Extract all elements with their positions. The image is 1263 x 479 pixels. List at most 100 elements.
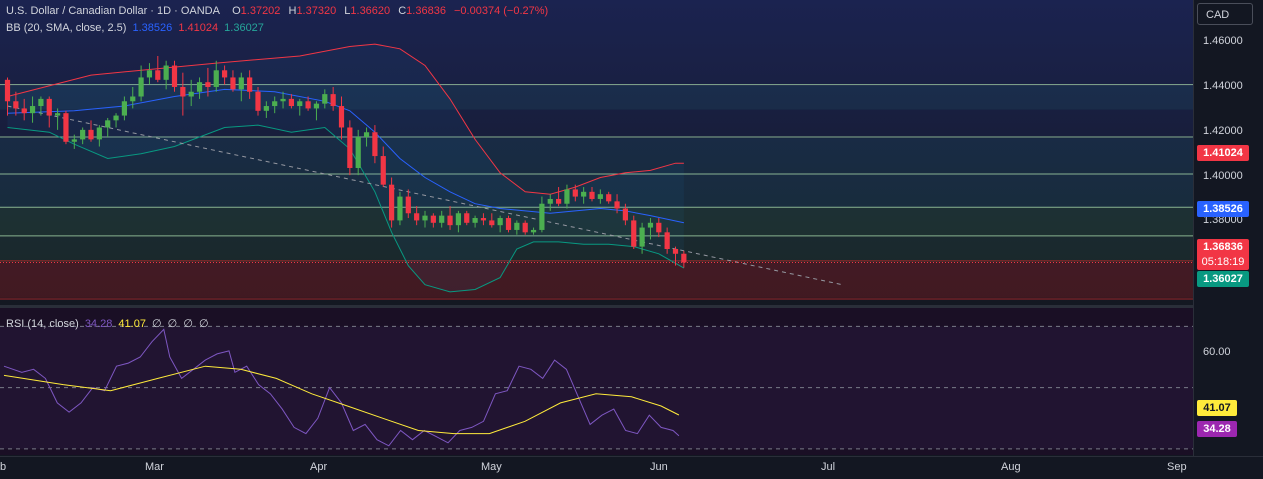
- rsi-tick: 60.00: [1203, 346, 1231, 358]
- candle: [597, 189, 603, 204]
- candle: [422, 210, 428, 228]
- candle: [180, 72, 186, 116]
- candle: [29, 96, 36, 123]
- candle: [430, 213, 436, 228]
- currency-button[interactable]: CAD: [1197, 3, 1253, 25]
- candle-body: [247, 77, 253, 92]
- rsi-ma-tag: 41.07: [1197, 400, 1237, 416]
- symbol-legend[interactable]: U.S. Dollar / Canadian Dollar · 1D · OAN…: [6, 5, 548, 17]
- candle-body: [263, 106, 269, 111]
- candle-body: [622, 208, 628, 221]
- candle-body: [556, 198, 562, 204]
- time-tick: Apr: [310, 461, 328, 473]
- candle: [355, 129, 361, 176]
- candle: [614, 194, 620, 214]
- candle: [539, 196, 545, 233]
- candle-body: [681, 253, 687, 263]
- candle-body: [272, 101, 278, 107]
- candle-body: [280, 98, 286, 102]
- countdown-tag: 05:18:19: [1197, 254, 1249, 270]
- candle-body: [405, 196, 411, 214]
- price-tick: 1.44000: [1203, 80, 1243, 92]
- candlestick-series[interactable]: [0, 55, 1193, 268]
- candle-body: [581, 191, 587, 197]
- candle: [464, 210, 470, 226]
- candle: [530, 227, 537, 235]
- rsi-pane[interactable]: [0, 308, 1193, 455]
- bb-upper-line: [7, 43, 684, 195]
- candle: [480, 213, 487, 226]
- candle-body: [163, 65, 169, 80]
- candle: [96, 125, 102, 147]
- candle-body: [63, 113, 69, 142]
- candle: [455, 210, 461, 233]
- candle-body: [505, 218, 512, 230]
- candle-body: [130, 96, 136, 102]
- candle: [88, 120, 94, 142]
- candle-body: [288, 98, 294, 107]
- candle: [681, 250, 687, 268]
- candle-body: [656, 222, 662, 233]
- change-value: −0.00374 (−0.27%): [454, 5, 549, 17]
- price-pane-fill: [0, 0, 1193, 305]
- candle-body: [46, 98, 52, 116]
- rsi-value: 34.28: [84, 318, 113, 330]
- time-tick: May: [481, 461, 502, 473]
- candle-body: [230, 77, 236, 90]
- candle-body: [255, 91, 261, 111]
- candle-body: [639, 227, 645, 247]
- open-value: 1.37202: [240, 5, 281, 17]
- rsi-background: [0, 308, 1193, 455]
- candle-body: [146, 70, 153, 78]
- candle-body: [439, 215, 445, 223]
- candle: [238, 72, 244, 102]
- candle-body: [589, 191, 595, 199]
- candle-body: [38, 98, 44, 107]
- candle: [46, 96, 52, 128]
- price-zone: [0, 262, 1193, 298]
- high-label: H: [288, 5, 297, 17]
- candle: [222, 65, 228, 85]
- rsi-tag: 34.28: [1197, 421, 1237, 437]
- candle: [397, 191, 403, 226]
- bb-lower-line: [7, 124, 685, 293]
- candle: [255, 86, 261, 116]
- candle-body: [522, 222, 528, 233]
- candle: [414, 206, 420, 226]
- candle: [263, 101, 269, 118]
- candle-body: [121, 101, 127, 116]
- candle-body: [205, 82, 211, 87]
- candle: [372, 125, 378, 164]
- candle: [272, 96, 278, 114]
- price-pane-background: [0, 0, 1263, 308]
- candle-body: [55, 113, 61, 116]
- rsi-extra-1: ∅: [152, 318, 162, 330]
- candle: [71, 134, 77, 149]
- candle: [505, 215, 512, 233]
- candle-body: [664, 232, 670, 250]
- bb-legend[interactable]: BB (20, SMA, close, 2.5) 1.38526 1.41024…: [6, 22, 264, 34]
- candle-body: [105, 120, 111, 128]
- rsi-legend[interactable]: RSI (14, close) 34.28 41.07 ∅ ∅ ∅ ∅: [6, 317, 209, 330]
- candle: [330, 86, 336, 111]
- candle: [447, 206, 453, 230]
- candle: [247, 70, 253, 99]
- candle-body: [430, 215, 436, 223]
- price-zone: [0, 235, 1193, 263]
- candle-body: [305, 101, 311, 109]
- candle: [4, 77, 11, 116]
- candle-body: [330, 94, 336, 107]
- candle-body: [138, 77, 144, 97]
- bb-fill: [7, 44, 684, 292]
- candle: [497, 215, 503, 233]
- candle-body: [155, 70, 161, 80]
- candle: [347, 120, 353, 176]
- candle-body: [322, 94, 328, 104]
- candle-body: [222, 70, 228, 78]
- candle: [338, 96, 345, 140]
- candle: [138, 65, 144, 102]
- candle: [63, 110, 69, 145]
- candle: [230, 70, 236, 92]
- candle-body: [597, 194, 603, 199]
